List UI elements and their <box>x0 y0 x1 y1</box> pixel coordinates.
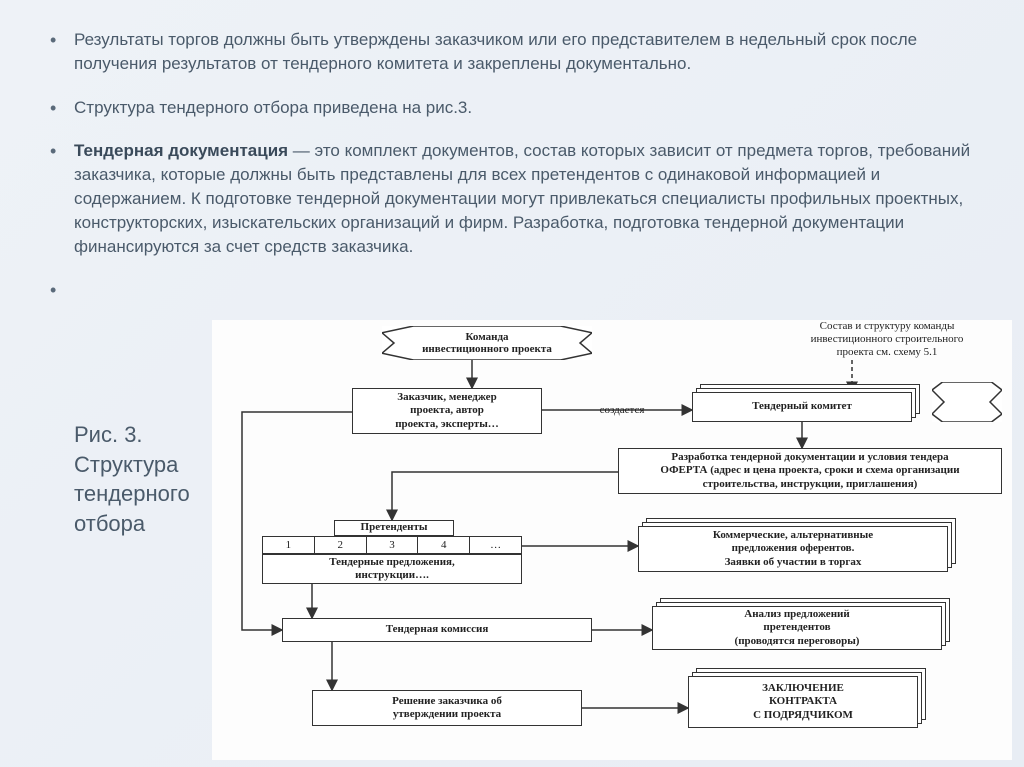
bullet-item: Результаты торгов должны быть утверждены… <box>40 28 984 76</box>
flowchart-node: Тендерные предложения, инструкции…. <box>262 554 522 584</box>
bullet-list: Результаты торгов должны быть утверждены… <box>40 28 984 258</box>
flowchart-node: Претенденты <box>334 520 454 536</box>
figure-caption-text: Рис. 3. Структура тендерного отбора <box>74 420 190 539</box>
flowchart-banner <box>932 382 1002 422</box>
flowchart-node: ЗАКЛЮЧЕНИЕ КОНТРАКТА С ПОДРЯДЧИКОМ <box>688 676 918 728</box>
slide-content: Результаты торгов должны быть утверждены… <box>0 0 1024 258</box>
flowchart-node: Анализ предложений претендентов (проводя… <box>652 606 942 650</box>
flowchart-label: Состав и структуру команды инвестиционно… <box>772 320 1002 360</box>
figure-caption: Рис. 3. Структура тендерного отбора <box>74 420 190 539</box>
flowchart-node: Тендерный комитет <box>692 392 912 422</box>
flowchart-node: Коммерческие, альтернативные предложения… <box>638 526 948 572</box>
bullet-text: Структура тендерного отбора приведена на… <box>74 98 472 117</box>
flowchart-diagram: Команда инвестиционного проекта Состав и … <box>212 320 1012 760</box>
bullet-item: Тендерная документация — это комплект до… <box>40 139 984 258</box>
bullet-item: Структура тендерного отбора приведена на… <box>40 96 984 120</box>
flowchart-label: создается <box>582 404 662 417</box>
bullet-text: Результаты торгов должны быть утверждены… <box>74 30 917 73</box>
flowchart-banner: Команда инвестиционного проекта <box>382 326 592 360</box>
flowchart-node: Заказчик, менеджер проекта, автор проект… <box>352 388 542 434</box>
flowchart-cells: 1234… <box>262 536 522 554</box>
flowchart-node: Тендерная комиссия <box>282 618 592 642</box>
flowchart-node: Решение заказчика об утверждении проекта <box>312 690 582 726</box>
flowchart-node: Разработка тендерной документации и усло… <box>618 448 1002 494</box>
bullet-bold: Тендерная документация <box>74 141 288 160</box>
